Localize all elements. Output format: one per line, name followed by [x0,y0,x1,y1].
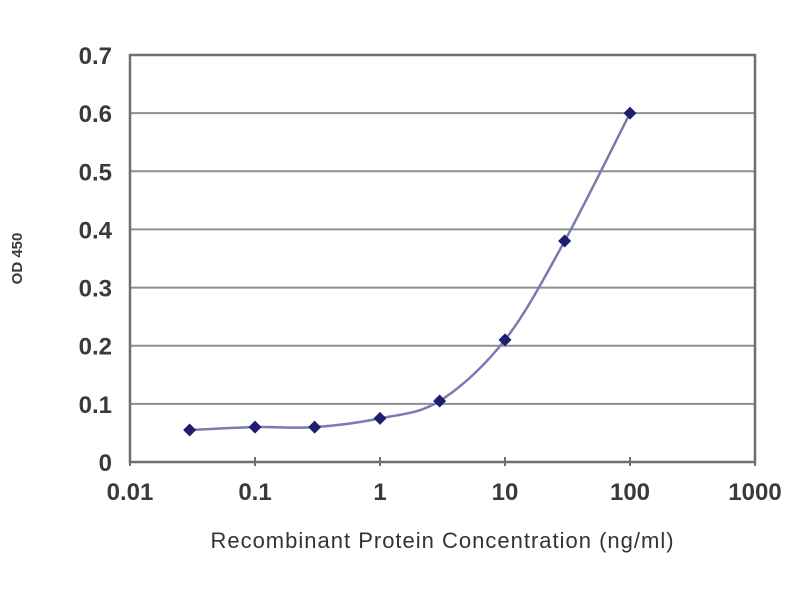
y-tick-label: 0.2 [79,334,112,361]
data-point-marker [308,420,322,434]
x-tick-label: 100 [610,479,650,506]
data-point-marker [498,333,512,347]
x-tick-label: 1000 [728,479,781,506]
y-tick-label: 0.3 [79,276,112,303]
y-tick-label: 0.7 [79,43,112,70]
y-axis-title: OD 450 [9,233,26,285]
data-point-marker [623,106,637,120]
x-tick-label: 0.1 [238,479,271,506]
data-point-marker [183,423,197,437]
data-point-marker [373,411,387,425]
plot-frame [128,53,757,464]
x-tick-label: 0.01 [107,479,154,506]
x-tick-label: 1 [373,479,386,506]
y-tick-label: 0.5 [79,159,112,186]
series-line [188,111,632,432]
x-tick-label: 10 [492,479,519,506]
data-point-marker [558,234,572,248]
data-point-marker [248,420,262,434]
y-tick-label: 0.4 [79,217,113,244]
y-tick-label: 0 [99,450,112,477]
x-axis-title: Recombinant Protein Concentration (ng/ml… [210,528,674,553]
y-tick-label: 0.6 [79,101,112,128]
y-tick-label: 0.1 [79,392,112,419]
data-point-marker [433,394,447,408]
